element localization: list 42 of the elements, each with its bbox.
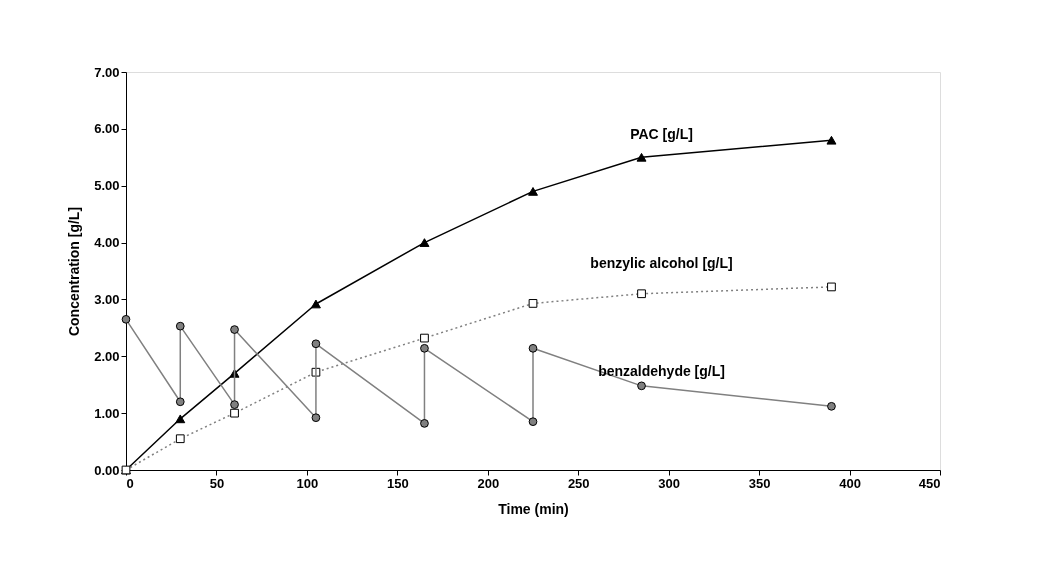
y-tick-label: 1.00 xyxy=(94,405,120,421)
series-label: PAC [g/L] xyxy=(630,126,693,143)
point xyxy=(419,238,430,247)
point xyxy=(528,187,538,196)
series-label: benzaldehyde [g/L] xyxy=(598,362,725,379)
x-tick-label: 0 xyxy=(126,475,134,491)
y-tick-label: 2.00 xyxy=(94,348,120,364)
point xyxy=(420,343,429,353)
x-tick-label: 200 xyxy=(477,475,500,491)
point xyxy=(175,397,185,407)
y-tick-label: 6.00 xyxy=(94,121,120,137)
x-tick-label: 300 xyxy=(658,475,681,491)
point xyxy=(637,381,646,391)
x-tick-label: 50 xyxy=(209,475,225,491)
x-tick-label: 100 xyxy=(296,475,319,491)
y-tick-label: 0.00 xyxy=(94,462,120,478)
point xyxy=(175,321,185,331)
point xyxy=(311,339,321,349)
x-axis-title: Time (min) xyxy=(498,500,569,517)
point xyxy=(826,135,837,145)
point xyxy=(310,299,321,309)
x-tick-label: 400 xyxy=(839,475,861,491)
y-tick-label: 4.00 xyxy=(94,235,120,251)
x-tick-label: 150 xyxy=(386,475,409,491)
x-tick-label: 350 xyxy=(748,475,771,491)
point xyxy=(528,343,538,353)
point xyxy=(175,414,186,424)
x-tick-label: 450 xyxy=(918,475,941,491)
point xyxy=(230,325,239,334)
point xyxy=(636,152,647,162)
point xyxy=(230,400,239,409)
point xyxy=(121,314,131,324)
point xyxy=(311,413,321,423)
y-tick-label: 7.00 xyxy=(94,64,120,80)
point xyxy=(528,417,538,427)
y-tick-label: 5.00 xyxy=(94,178,120,194)
series-label: benzylic alcohol [g/L] xyxy=(590,254,733,271)
point xyxy=(420,419,429,428)
y-axis-title: Concentration [g/L] xyxy=(66,206,83,337)
point xyxy=(827,401,836,411)
y-tick-label: 3.00 xyxy=(94,291,120,307)
x-tick-label: 250 xyxy=(567,475,590,491)
